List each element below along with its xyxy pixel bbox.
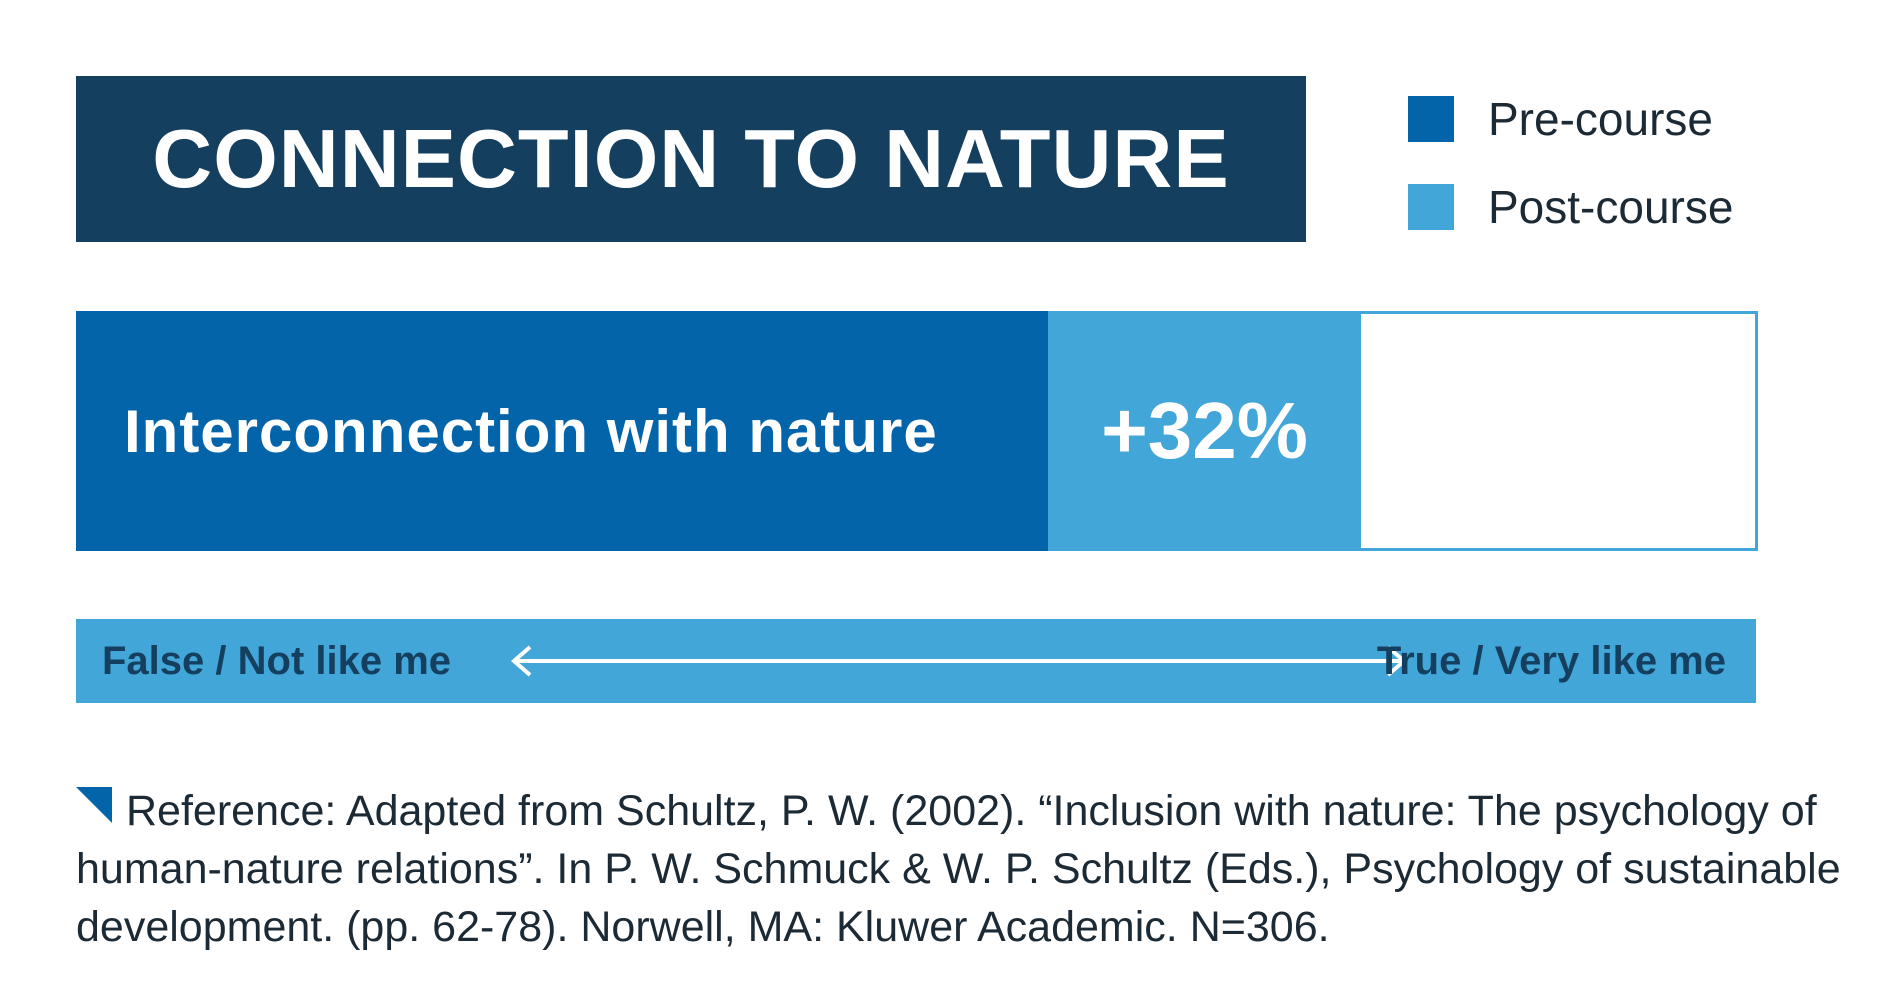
reference-text: Reference: Adapted from Schultz, P. W. (… [76, 787, 1841, 951]
bar-pre-course: Interconnection with nature [76, 311, 1048, 551]
legend-label-pre-course: Pre-course [1488, 93, 1713, 145]
double-arrow-icon [510, 645, 1408, 677]
response-scale-bar: False / Not like me True / Very like me [76, 619, 1756, 703]
bar-post-course-increase: +32% [1048, 311, 1361, 551]
legend-swatch-pre-course [1408, 96, 1454, 142]
scale-right-label: True / Very like me [1376, 639, 1726, 683]
legend-label-post-course: Post-course [1488, 181, 1734, 233]
legend-item-pre-course: Pre-course [1408, 92, 1713, 146]
bar-category-label: Interconnection with nature [124, 397, 938, 465]
chart-title-banner: CONNECTION TO NATURE [76, 76, 1306, 242]
reference-note: Reference: Adapted from Schultz, P. W. (… [76, 782, 1856, 956]
chart-title: CONNECTION TO NATURE [152, 112, 1230, 205]
corner-triangle-icon [76, 787, 112, 823]
legend-swatch-post-course [1408, 184, 1454, 230]
legend-item-post-course: Post-course [1408, 180, 1733, 234]
bar-delta-label: +32% [1101, 386, 1308, 475]
scale-left-label: False / Not like me [102, 639, 452, 683]
